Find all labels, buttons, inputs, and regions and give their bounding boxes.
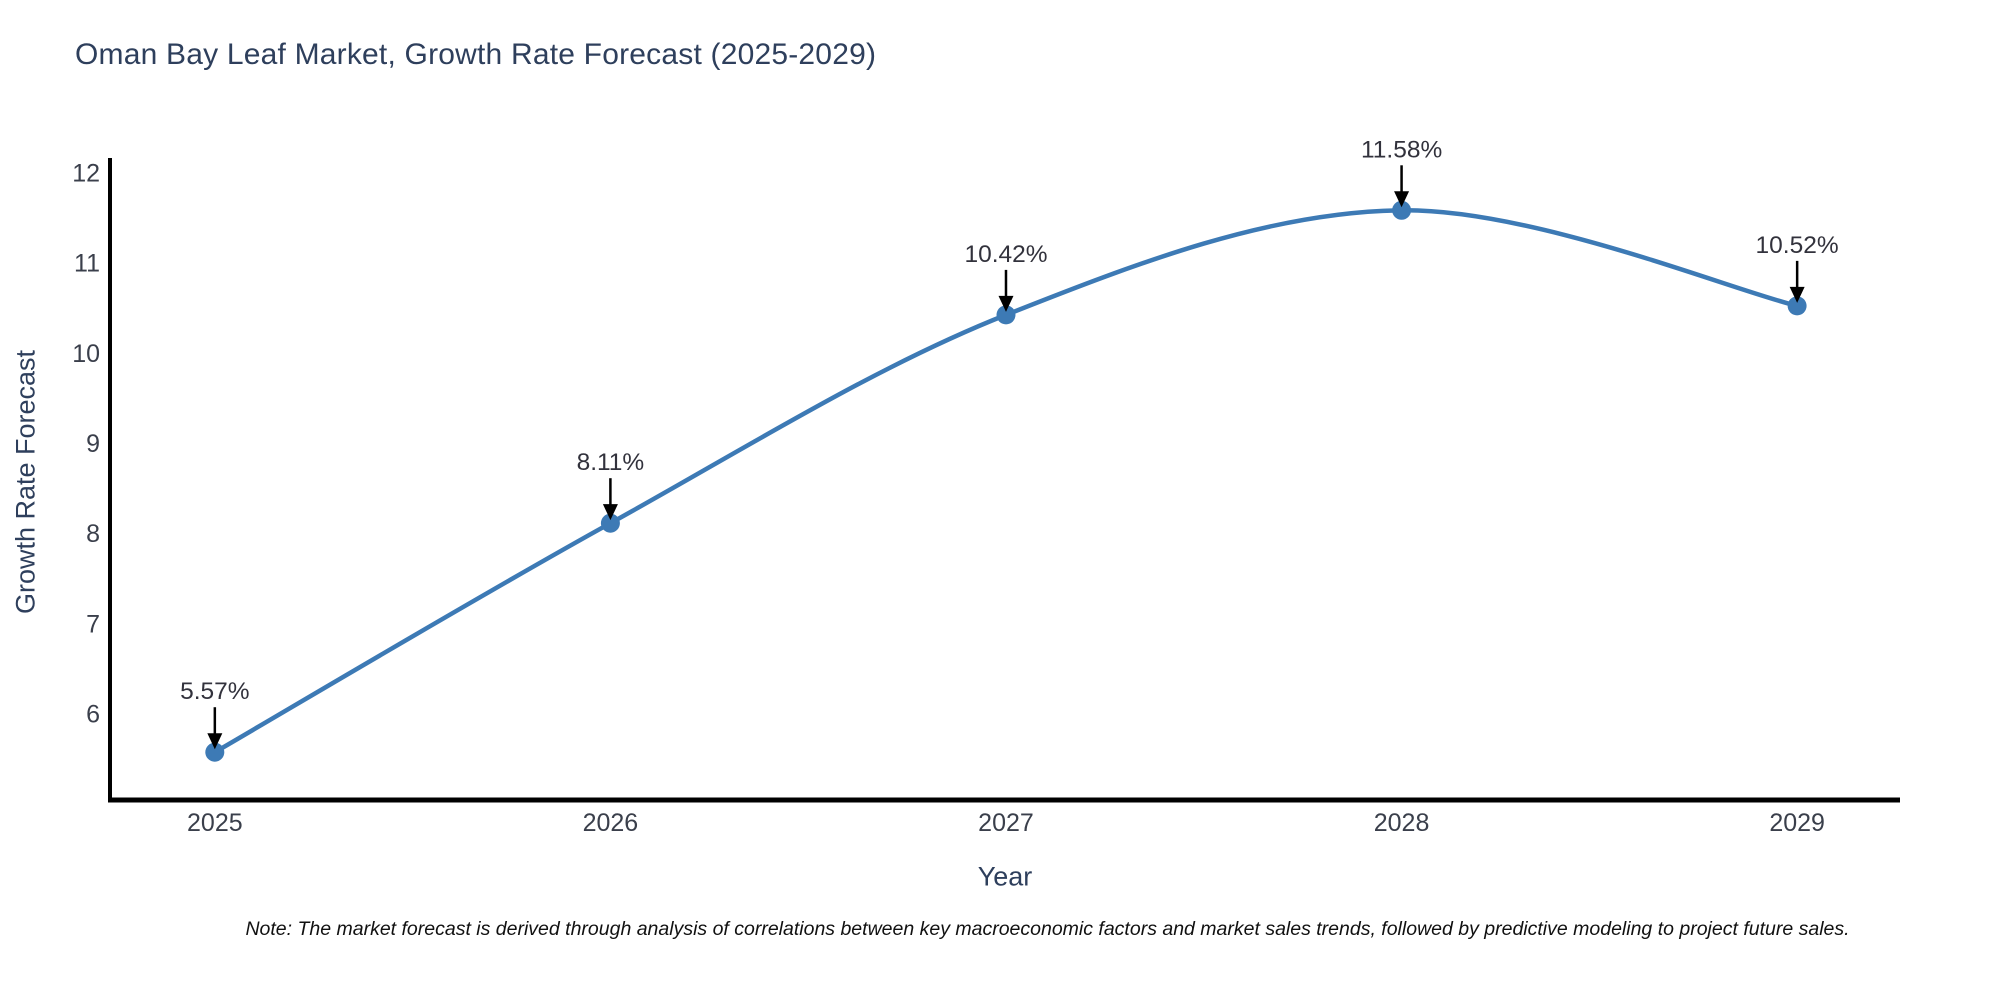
x-tick-label: 2025 <box>187 809 243 837</box>
data-point-marker <box>1787 296 1807 316</box>
data-point-marker <box>600 513 620 533</box>
y-tick-label: 8 <box>86 520 100 548</box>
y-tick-label: 7 <box>86 610 100 638</box>
x-tick-label: 2029 <box>1769 809 1825 837</box>
x-tick-label: 2028 <box>1374 809 1430 837</box>
data-point-value-label: 8.11% <box>577 449 645 476</box>
annotation-arrowhead-icon <box>207 733 223 750</box>
annotation-arrowhead-icon <box>1789 286 1805 303</box>
y-tick-label: 6 <box>86 700 100 728</box>
data-point-marker <box>1392 200 1412 220</box>
chart-footnote: Note: The market forecast is derived thr… <box>245 918 1850 940</box>
annotation-arrowhead-icon <box>1394 191 1410 208</box>
y-tick-label: 10 <box>72 340 100 368</box>
annotation-arrowhead-icon <box>602 504 618 521</box>
y-tick-label: 12 <box>72 159 100 187</box>
data-point-value-label: 5.57% <box>180 678 249 705</box>
data-point-value-label: 10.42% <box>964 241 1047 268</box>
data-point-marker <box>205 742 225 762</box>
data-point-value-label: 10.52% <box>1756 232 1839 259</box>
chart-title: Oman Bay Leaf Market, Growth Rate Foreca… <box>75 38 877 71</box>
x-tick-label: 2027 <box>978 809 1034 837</box>
data-point-value-label: 11.58% <box>1361 136 1442 163</box>
x-tick-label: 2026 <box>583 809 639 837</box>
data-point-marker <box>996 305 1016 325</box>
y-tick-label: 11 <box>74 250 100 278</box>
y-tick-label: 9 <box>86 430 100 458</box>
annotation-arrowhead-icon <box>998 295 1014 312</box>
x-axis-label: Year <box>977 861 1033 892</box>
